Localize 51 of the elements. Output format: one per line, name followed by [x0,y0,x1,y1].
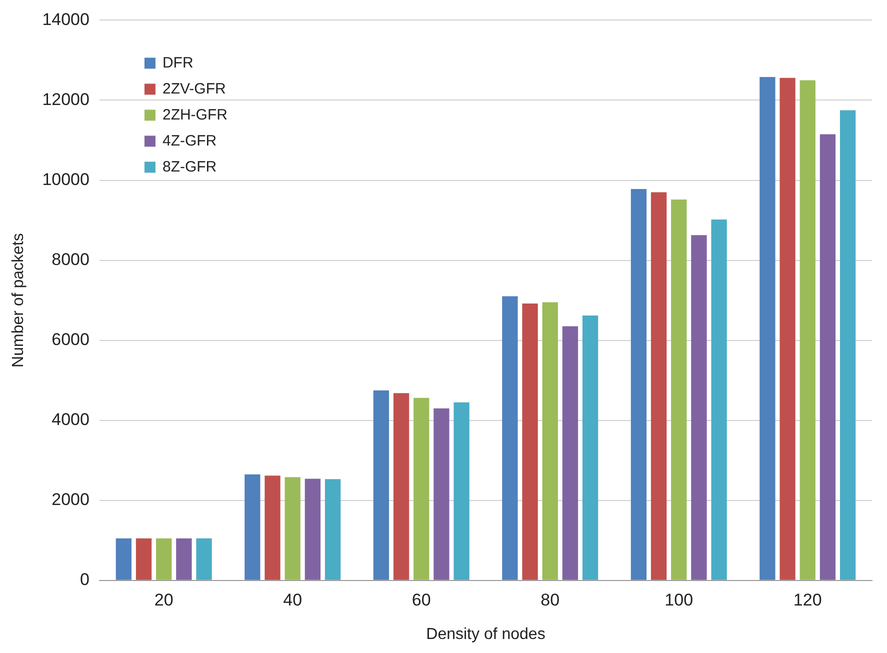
y-tick-label: 6000 [52,330,90,349]
y-tick-label: 0 [80,570,90,590]
bar [414,398,430,580]
bar [671,199,687,580]
y-tick-label: 14000 [42,10,90,29]
y-tick-label: 10000 [42,170,90,189]
bar [691,235,707,580]
bar [800,80,816,580]
y-axis-title: Number of packets [10,233,28,368]
x-tick-label: 20 [154,590,174,610]
bar [711,219,727,580]
bar [434,408,450,580]
bar [522,304,538,580]
bar [502,296,518,580]
bar [562,326,578,580]
y-tick-label: 4000 [52,410,90,430]
y-tick-label: 2000 [52,490,90,510]
y-tick-label: 12000 [42,90,90,109]
bar [156,538,172,580]
bar [196,538,212,580]
bar [542,302,558,580]
legend-label: 8Z-GFR [162,158,217,176]
bar [840,110,856,580]
bar [284,477,300,580]
x-tick-label: 60 [412,590,431,610]
legend-label: 2ZH-GFR [162,106,228,124]
bar [304,478,321,580]
x-tick-label: 80 [540,590,560,610]
bar [582,316,598,580]
x-tick-label: 40 [283,590,302,610]
legend-label: DFR [162,54,194,72]
x-axis-title: Density of nodes [426,626,546,643]
bar [393,393,410,580]
bar [760,77,776,580]
bar [136,538,152,580]
bar [264,476,280,580]
bar [780,78,796,580]
bar [650,192,667,580]
bar [244,474,260,580]
bar [324,479,341,580]
bar [176,538,192,580]
bar [820,134,836,580]
bar [454,402,470,580]
legend-label: 4Z-GFR [162,132,217,150]
x-tick-label: 100 [664,590,694,610]
bar [116,538,132,580]
y-tick-label: 8000 [52,250,90,269]
x-tick-label: 120 [793,590,822,610]
legend-label: 2ZV-GFR [162,80,226,98]
bar [630,189,647,580]
bar [373,390,390,580]
